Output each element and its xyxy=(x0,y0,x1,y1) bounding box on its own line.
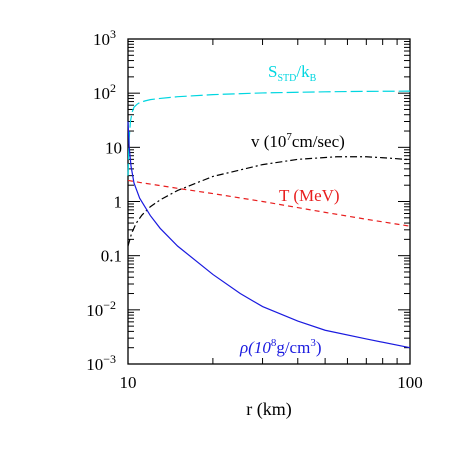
series-line-density xyxy=(127,121,411,349)
density-label: ρ(108g/cm3) xyxy=(239,337,322,357)
entropy-label: SSTD/kB xyxy=(268,62,317,84)
minor-ticks xyxy=(128,39,410,364)
y-tick-label-1e3: 103 xyxy=(93,27,116,49)
plot-frame-group xyxy=(127,38,411,365)
y-tick-label-10: 10 xyxy=(105,138,122,157)
y-tick-label-0.1: 0.1 xyxy=(101,247,122,266)
curves xyxy=(127,90,411,349)
temperature-label: T (MeV) xyxy=(279,186,340,205)
x-tick-label-100: 100 xyxy=(397,373,423,392)
y-tick-label-1: 1 xyxy=(114,193,123,212)
y-tick-label-1e2: 102 xyxy=(93,81,116,103)
y-tick-label-1e-3: 10−3 xyxy=(86,352,116,374)
series-line-entropy xyxy=(127,90,411,176)
plot-frame xyxy=(127,38,411,365)
x-axis-title: r (km) xyxy=(246,399,291,420)
major-ticks xyxy=(127,38,411,365)
series-line-temperature xyxy=(127,179,411,227)
x-tick-label-10: 10 xyxy=(120,373,137,392)
series-line-velocity xyxy=(127,156,411,247)
y-tick-label-1e-2: 10−2 xyxy=(86,298,116,320)
velocity-label: v (107cm/sec) xyxy=(251,131,345,151)
